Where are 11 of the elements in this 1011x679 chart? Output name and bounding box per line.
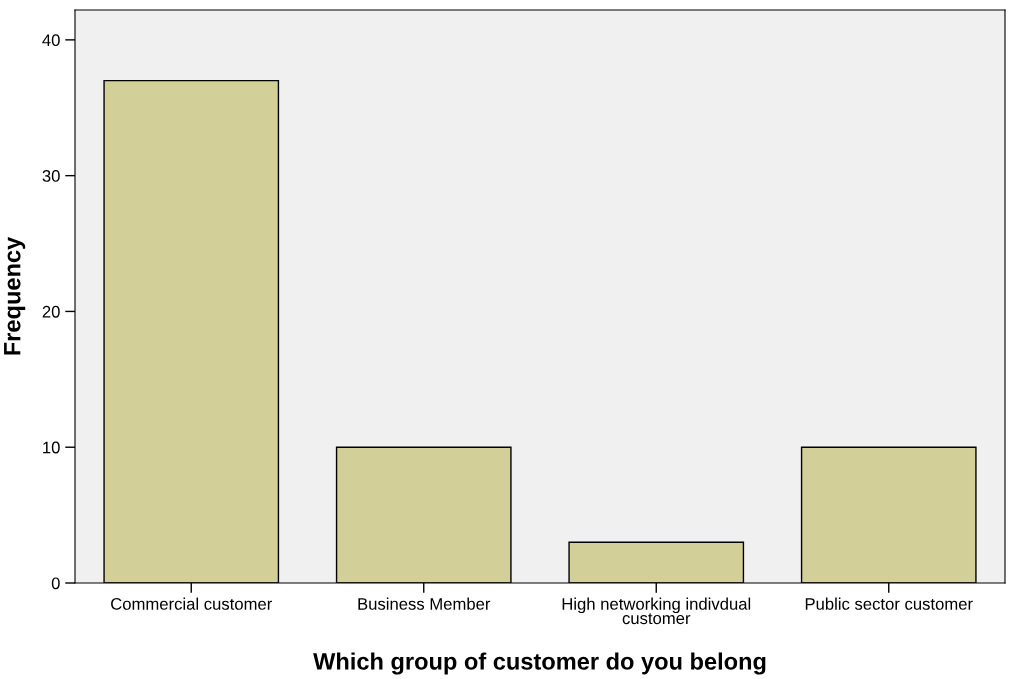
y-tick-label: 10 (43, 441, 60, 454)
y-tick-label: 40 (42, 34, 60, 47)
x-tick-label: Commercial customer (111, 597, 273, 610)
x-tick-label: Public sector customer (805, 597, 973, 610)
y-axis-title: Frequency (4, 236, 26, 355)
y-tick-label: 0 (51, 577, 60, 590)
x-tick-label: Business Member (358, 597, 491, 610)
x-tick-label: High networking indivdual customer (562, 597, 751, 625)
y-tick-label: 20 (42, 305, 60, 318)
y-tick-label: 30 (42, 170, 60, 182)
x-axis-title: Which group of customer do you belong (313, 652, 766, 675)
